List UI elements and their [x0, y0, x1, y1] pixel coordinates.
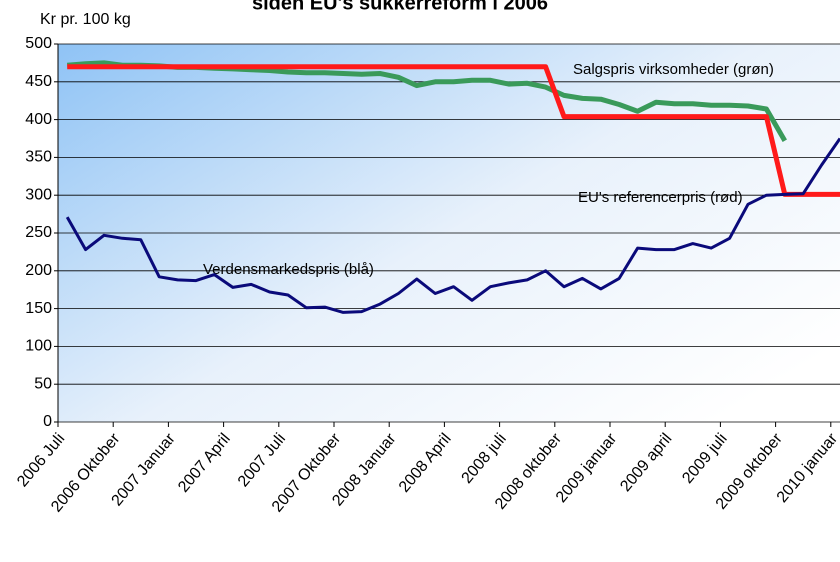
x-tick-label: 2008 April	[396, 430, 455, 495]
x-tick-label: 2007 April	[175, 430, 234, 495]
y-tick-label: 100	[25, 338, 52, 355]
x-tick-label: 2007 Juli	[235, 430, 289, 490]
y-axis-label: Kr pr. 100 kg	[40, 11, 131, 28]
y-tick-label: 150	[25, 300, 52, 317]
annotation: Verdensmarkedspris (blå)	[203, 261, 374, 278]
x-tick-label: 2009 april	[617, 430, 675, 495]
x-tick-label: 2008 juli	[459, 430, 510, 487]
data-line	[65, 137, 840, 314]
y-tick-label: 400	[25, 111, 52, 128]
chart-title: siden EU's sukkerreform i 2006	[252, 0, 548, 14]
y-tick-label: 500	[25, 35, 52, 52]
x-tick-label: 2009 juli	[679, 430, 730, 487]
x-tick-label: 2006 Juli	[14, 430, 68, 490]
y-tick-label: 0	[43, 413, 52, 430]
annotation: Salgspris virksomheder (grøn)	[573, 61, 774, 78]
y-tick-label: 200	[25, 262, 52, 279]
y-tick-label: 450	[25, 73, 52, 90]
annotation: EU's referencerpris (rød)	[578, 189, 743, 206]
y-tick-label: 250	[25, 224, 52, 241]
data-line	[67, 64, 840, 197]
y-tick-label: 300	[25, 186, 52, 203]
y-tick-label: 50	[34, 375, 52, 392]
y-tick-label: 350	[25, 149, 52, 166]
